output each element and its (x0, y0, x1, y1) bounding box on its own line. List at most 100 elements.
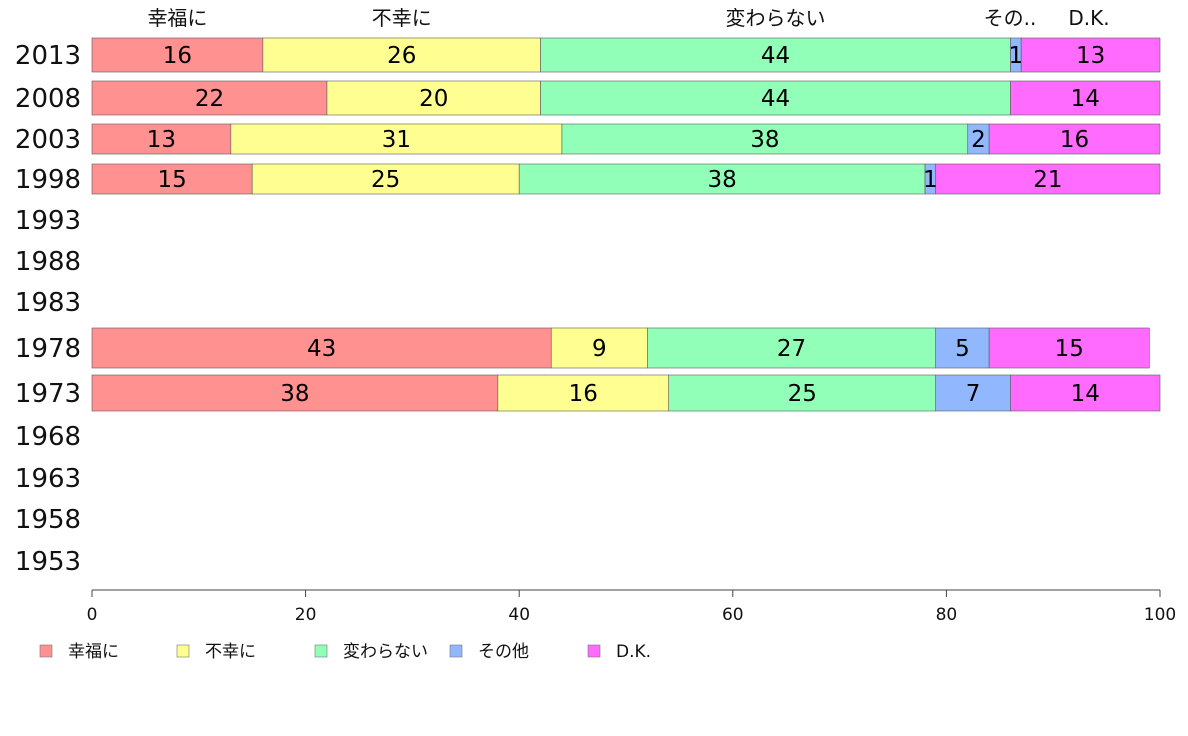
x-tick-label: 60 (722, 605, 744, 625)
bar-segment (540, 37, 1011, 73)
legend: 幸福に 不幸に 変わらない その他 D.K. (39, 642, 651, 662)
legend-item: その他 (449, 642, 529, 662)
legend-item: 幸福に (39, 642, 119, 662)
legend-label: 変わらない (343, 642, 428, 662)
bar-segment (647, 327, 937, 369)
bar-value-label: 20 (419, 86, 448, 112)
x-tick-label: 40 (508, 605, 530, 625)
y-axis-labels: 2013 2008 2003 1998 1993 1988 1983 1978 1973 1968… (15, 41, 81, 577)
y-tick-label: 1983 (15, 288, 81, 318)
bar-value-label: 25 (371, 167, 400, 193)
legend-swatch (449, 644, 463, 658)
bar-segment (668, 374, 937, 412)
bar-value-label: 16 (163, 43, 192, 69)
y-tick-label: 2008 (15, 84, 81, 114)
bar-segment (497, 374, 670, 412)
bar-row: 22 20 44 14 (91, 80, 1161, 116)
bar-segment (1010, 374, 1161, 412)
y-tick-label: 1963 (15, 464, 81, 494)
bar-value-label: 26 (387, 43, 416, 69)
bar-value-label: 16 (569, 381, 598, 407)
bar-value-label: 25 (788, 381, 817, 407)
bar-segment (988, 327, 1150, 369)
bar-value-label: 15 (157, 167, 186, 193)
legend-label: D.K. (616, 642, 651, 662)
y-tick-label: 1998 (15, 165, 81, 195)
bar-segment (518, 163, 926, 195)
x-tick-label: 100 (1144, 605, 1176, 625)
legend-label: その他 (478, 642, 529, 662)
bar-value-label: 1 (923, 167, 938, 193)
legend-item: D.K. (587, 642, 651, 662)
bar-value-label: 38 (280, 381, 309, 407)
y-tick-label: 1968 (15, 422, 81, 452)
legend-swatch (314, 644, 328, 658)
bar-row: 38 16 25 7 14 (91, 374, 1161, 412)
bar-value-label: 1 (1008, 43, 1023, 69)
bar-value-label: 9 (592, 336, 607, 362)
bar-segment (561, 123, 969, 155)
y-tick-label: 2003 (15, 125, 81, 155)
bar-segment (230, 123, 563, 155)
bar-segment (91, 374, 499, 412)
bar-value-label: 38 (707, 167, 736, 193)
top-category-label: 不幸に (372, 6, 432, 30)
bar-value-label: 44 (761, 86, 790, 112)
y-tick-label: 1953 (15, 547, 81, 577)
bar-value-label: 5 (955, 336, 970, 362)
bar-value-label: 13 (1076, 43, 1105, 69)
y-tick-label: 1993 (15, 206, 81, 236)
bar-row: 13 31 38 2 16 (91, 123, 1161, 155)
bar-segment (935, 374, 1011, 412)
top-category-label: D.K. (1068, 6, 1109, 30)
bar-row: 43 9 27 5 15 (91, 327, 1150, 369)
bar-value-label: 14 (1071, 86, 1100, 112)
x-tick-label: 20 (295, 605, 317, 625)
bar-value-label: 21 (1033, 167, 1062, 193)
bars: 16 26 44 1 13 22 20 44 14 13 31 38 2 16 15 25 38 1 21 43 9 27… (91, 37, 1161, 412)
bar-value-label: 7 (966, 381, 981, 407)
bar-segment (1010, 80, 1161, 116)
bar-segment (935, 327, 990, 369)
y-tick-label: 1973 (15, 379, 81, 409)
y-tick-label: 1978 (15, 334, 81, 364)
bar-value-label: 44 (761, 43, 790, 69)
bar-segment (91, 163, 253, 195)
bar-value-label: 16 (1060, 127, 1089, 153)
y-tick-label: 1988 (15, 247, 81, 277)
top-category-label: 幸福に (147, 6, 207, 30)
bar-segment (326, 80, 541, 116)
bar-value-label: 43 (307, 336, 336, 362)
top-category-label: 変わらない (726, 6, 826, 30)
bar-segment (935, 163, 1161, 195)
bar-segment (91, 327, 552, 369)
bar-segment (540, 80, 1011, 116)
legend-label: 不幸に (205, 642, 256, 662)
bar-segment (91, 123, 232, 155)
bar-value-label: 31 (382, 127, 411, 153)
bar-segment (91, 37, 264, 73)
top-category-labels: 幸福に 不幸に 変わらない その.. D.K. (147, 6, 1109, 30)
legend-label: 幸福に (68, 642, 119, 662)
bar-value-label: 15 (1055, 336, 1084, 362)
bar-value-label: 38 (750, 127, 779, 153)
bar-segment (988, 123, 1161, 155)
bar-value-label: 27 (777, 336, 806, 362)
legend-item: 不幸に (176, 642, 256, 662)
legend-swatch (39, 644, 53, 658)
x-tick-label: 80 (936, 605, 958, 625)
legend-swatch (176, 644, 190, 658)
top-category-label: その.. (984, 6, 1037, 30)
y-tick-label: 2013 (15, 41, 81, 71)
legend-item: 変わらない (314, 642, 428, 662)
bar-row: 16 26 44 1 13 (91, 37, 1161, 73)
bar-segment (251, 163, 520, 195)
legend-swatch (587, 644, 601, 658)
x-tick-label: 0 (87, 605, 98, 625)
bar-value-label: 13 (147, 127, 176, 153)
bar-segment (91, 80, 328, 116)
bar-segment (262, 37, 541, 73)
bar-segment (550, 327, 648, 369)
x-axis: 0 20 40 60 80 100 (87, 589, 1176, 625)
